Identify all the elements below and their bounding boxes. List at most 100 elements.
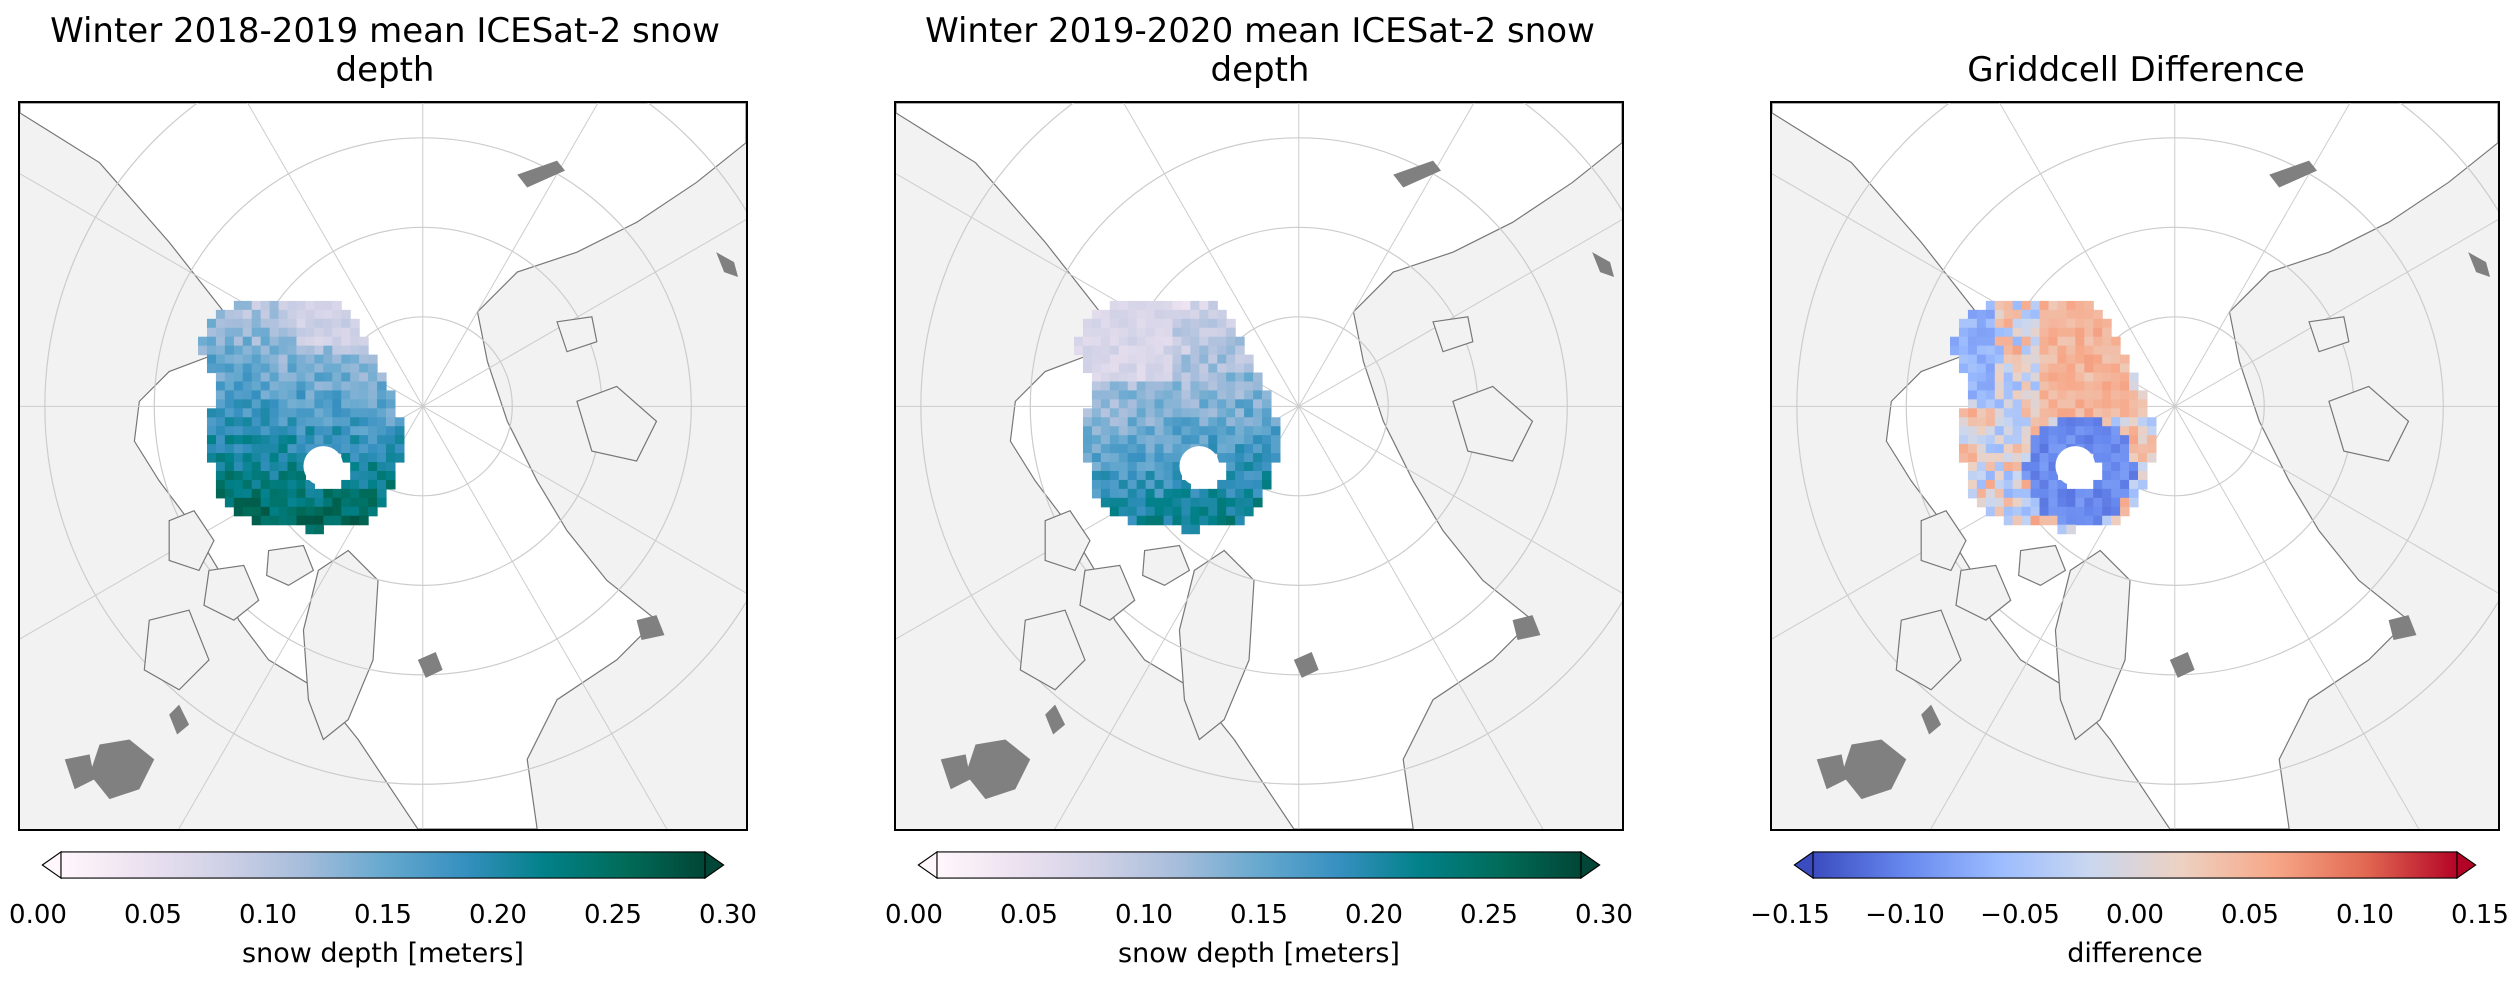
grid-cell (323, 354, 333, 365)
grid-cell (251, 336, 262, 347)
grid-cell (2030, 363, 2041, 374)
grid-cell (2129, 470, 2139, 481)
grid-cell (2120, 399, 2130, 409)
grid-cell (1226, 327, 1236, 338)
grid-cell (251, 390, 262, 400)
grid-cell (1118, 309, 1129, 320)
grid-cell (305, 435, 315, 445)
grid-cell (287, 506, 298, 517)
grid-cell (233, 345, 244, 356)
grid-cell (1967, 345, 1978, 356)
grid-cell (1154, 506, 1165, 517)
grid-cell (385, 417, 396, 427)
grid-cell (233, 300, 244, 311)
grid-cell (251, 462, 262, 472)
grid-cell (1985, 363, 1996, 374)
grid-cell (1091, 488, 1102, 499)
grid-cell (1190, 488, 1200, 499)
grid-cell (2039, 444, 2050, 454)
grid-cell (269, 506, 280, 517)
grid-cell (368, 426, 378, 436)
grid-cell (1967, 444, 1978, 454)
grid-cell (1217, 488, 1227, 499)
grid-cell (1235, 363, 1245, 374)
grid-cell (1235, 506, 1245, 517)
grid-cell (2111, 462, 2121, 472)
grid-cell (1109, 318, 1120, 329)
grid-cell (1217, 515, 1227, 526)
grid-cell (278, 399, 289, 409)
grid-cell (287, 300, 298, 311)
grid-cell (2111, 444, 2121, 454)
grid-cell (1091, 354, 1102, 365)
grid-cell (2093, 408, 2103, 418)
grid-cell (377, 435, 387, 445)
grid-cell (1100, 345, 1111, 356)
grid-cell (1145, 372, 1156, 383)
grid-cell (2102, 381, 2112, 392)
grid-cell (1958, 336, 1969, 347)
colorbar-gradient (936, 851, 1582, 879)
grid-cell (2012, 336, 2023, 347)
grid-cell (1190, 318, 1200, 329)
grid-cell (377, 417, 387, 427)
grid-cell (2048, 354, 2059, 365)
grid-cell (215, 345, 226, 356)
grid-cell (1226, 479, 1236, 490)
grid-cell (377, 462, 387, 472)
grid-cell (1163, 390, 1174, 400)
grid-cell (2102, 515, 2112, 526)
grid-cell (1976, 417, 1987, 427)
island (1019, 609, 1086, 691)
grid-cell (314, 426, 324, 436)
grid-cell (215, 372, 226, 383)
grid-cell (1100, 399, 1111, 409)
grid-cell (287, 309, 298, 320)
grid-cell (1163, 515, 1174, 526)
grid-cell (2039, 381, 2050, 392)
island (1955, 564, 2012, 621)
grid-cell (1154, 372, 1165, 383)
colorbar-tick-label: 0.05 (2221, 900, 2279, 930)
grid-cell (233, 354, 244, 365)
panel-1-title-line1: Winter 2018-2019 mean ICESat-2 snow (50, 11, 720, 51)
grid-cell (2012, 426, 2023, 436)
grid-cell (2012, 354, 2023, 365)
grid-cell (1127, 506, 1138, 517)
grid-cell (2066, 515, 2076, 526)
grid-cell (2102, 327, 2112, 338)
grid-cell (341, 506, 351, 517)
grid-cell (287, 444, 298, 454)
grid-cell (1082, 426, 1093, 436)
greenland-gap (1178, 549, 1255, 741)
grid-cell (341, 515, 351, 526)
grid-cell (2039, 309, 2050, 320)
grid-cell (224, 417, 235, 427)
grid-cell (2039, 506, 2050, 517)
grid-cell (368, 363, 378, 374)
grid-cell (305, 318, 315, 329)
grid-cell (2137, 399, 2148, 409)
grid-cell (1985, 381, 1996, 392)
grid-cell (323, 309, 333, 320)
grid-cell (1217, 453, 1227, 463)
grid-cell (2039, 390, 2050, 400)
grid-cell (2021, 300, 2032, 311)
grid-cell (1163, 497, 1174, 508)
grid-cell (341, 390, 351, 400)
grid-cell (2120, 390, 2130, 400)
grid-cell (1127, 426, 1138, 436)
grid-cell (2111, 390, 2121, 400)
grid-cell (2066, 300, 2076, 311)
grid-cell (1190, 524, 1200, 535)
grid-cell (1163, 363, 1174, 374)
grid-cell (2057, 506, 2067, 517)
grid-cell (2137, 453, 2148, 463)
grid-cell (1199, 515, 1209, 526)
grid-cell (1226, 435, 1236, 445)
grid-cell (215, 327, 226, 338)
grid-cell (1109, 399, 1120, 409)
grid-cell (1100, 354, 1111, 365)
grid-cell (314, 354, 324, 365)
grid-cell (287, 336, 298, 347)
